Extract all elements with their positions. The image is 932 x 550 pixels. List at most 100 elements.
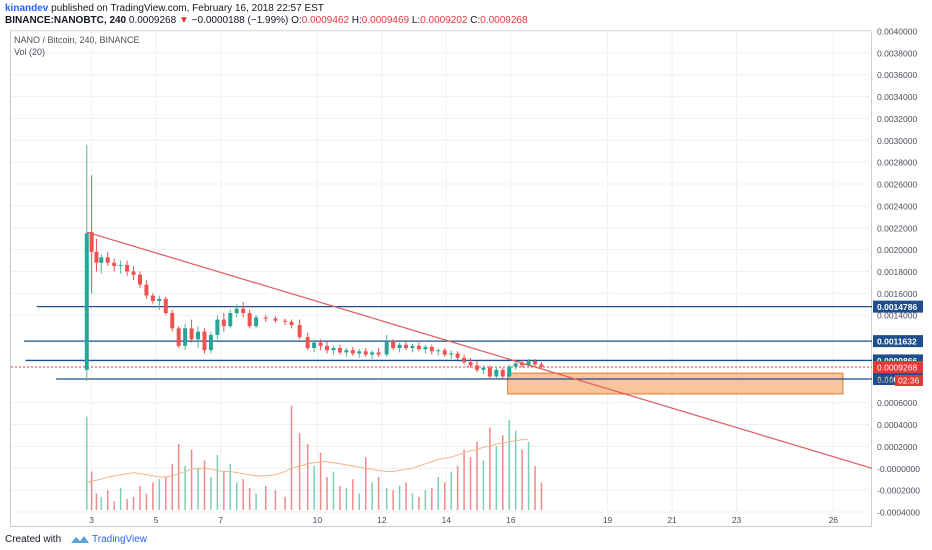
candle-body	[170, 313, 175, 329]
volume-bar	[203, 460, 206, 510]
candle-body	[481, 367, 486, 370]
volume-bar	[431, 488, 433, 510]
candle-body	[507, 366, 512, 377]
candle-body	[318, 342, 323, 346]
candle-body	[442, 350, 447, 355]
chart-title: NANO / Bitcoin, 240, BINANCE	[14, 35, 140, 45]
candle-body	[500, 369, 505, 377]
candle-body	[423, 346, 428, 350]
volume-bar	[113, 501, 115, 510]
y-tick-label: -0.0004000	[877, 508, 920, 518]
volume-bar	[165, 477, 167, 510]
candle-body	[84, 233, 89, 370]
candle-body	[189, 328, 194, 340]
y-tick-label: 0.0036000	[877, 70, 917, 80]
x-tick-label: 21	[667, 515, 677, 525]
candle-body	[254, 317, 259, 327]
volume-bar	[385, 488, 388, 510]
volume-bar	[418, 496, 420, 510]
publish-info: kinandev published on TradingView.com, F…	[5, 3, 324, 14]
candle-body	[376, 352, 381, 355]
y-tick-label: 0.0038000	[877, 48, 917, 58]
volume-bar	[352, 479, 354, 510]
volume-bar	[534, 466, 536, 510]
candle-body	[468, 362, 473, 366]
volume-bar	[521, 449, 523, 510]
volume-bar	[345, 488, 348, 510]
tradingview-link[interactable]: TradingView	[92, 534, 148, 545]
volume-bar	[456, 466, 459, 510]
candle-body	[263, 317, 268, 319]
candle-body	[397, 344, 402, 349]
candle-body	[183, 328, 188, 346]
volume-bar	[171, 463, 173, 510]
y-tick-label: 0.0014000	[877, 311, 917, 321]
open-value: 0.0009462	[301, 15, 350, 26]
support-zone[interactable]	[507, 372, 844, 395]
volume-bar	[358, 493, 361, 510]
y-tick-label: 0.0022000	[877, 223, 917, 233]
countdown-price-label: 0.00	[877, 374, 894, 384]
candle-body	[526, 361, 531, 366]
x-tick-label: 16	[506, 515, 516, 525]
low-label: L:	[409, 15, 421, 26]
volume-bar	[424, 490, 427, 510]
volume-bar	[126, 499, 128, 510]
volume-bar	[290, 405, 293, 510]
y-tick-label: 0.0030000	[877, 136, 917, 146]
volume-bar	[476, 441, 478, 510]
trendline[interactable]	[86, 231, 873, 469]
price-chart[interactable]: 0.0040000 0.0038000 0.0036000 0.0034000 0.00…	[0, 0, 932, 530]
volume-bar	[319, 452, 322, 510]
x-tick-label: 19	[603, 515, 613, 525]
x-tick-label: 10	[313, 515, 323, 525]
candle-body	[325, 345, 330, 351]
candle-body	[455, 353, 460, 358]
last-price-tag	[873, 360, 923, 373]
author-link[interactable]: kinandev	[5, 3, 49, 14]
candle-body	[533, 361, 538, 365]
candle-body	[363, 351, 368, 355]
candle-body	[125, 264, 130, 272]
volume-bar	[177, 444, 180, 510]
volume-bar	[216, 455, 219, 510]
y-tick-label: 0.0020000	[877, 245, 917, 255]
candle-body	[494, 369, 499, 377]
countdown-tag	[895, 374, 923, 386]
volume-bar	[274, 490, 277, 510]
countdown-time: 02:36	[898, 375, 920, 385]
y-tick-label: 0.0018000	[877, 267, 917, 277]
high-label: H:	[349, 15, 362, 26]
level-price-label: 0.0011632	[877, 337, 917, 347]
volume-bar	[265, 485, 267, 510]
y-tick-label: -0.0000000	[877, 464, 920, 474]
volume-bar	[248, 488, 251, 510]
published-text: published on TradingView.com, February 1…	[48, 3, 324, 14]
level-price-tag	[873, 300, 923, 313]
level-price-label: 0.0009866	[877, 356, 917, 366]
volume-bar	[364, 457, 367, 510]
candle-body	[105, 257, 110, 263]
candle-body	[462, 357, 467, 363]
y-tick-label: 0.0026000	[877, 180, 917, 190]
candle-body	[410, 345, 415, 349]
candle-body	[247, 313, 252, 327]
candle-body	[289, 321, 294, 326]
quote-line: BINANCE:NANOBTC, 240 0.0009268 ▼ −0.0000…	[5, 15, 528, 26]
x-tick-label: 23	[732, 515, 742, 525]
candle-body	[449, 353, 454, 355]
candle-body	[157, 298, 162, 302]
volume-bar	[298, 433, 301, 510]
down-arrow-icon: ▼	[178, 15, 189, 26]
candle-body	[283, 320, 288, 322]
candle-body	[131, 271, 136, 275]
candle-body	[520, 363, 525, 366]
candle-body	[94, 251, 99, 263]
candle-body	[163, 298, 168, 314]
y-tick-label: 0.0032000	[877, 114, 917, 124]
volume-bar	[197, 468, 199, 510]
candle-body	[118, 264, 123, 267]
footer: Created with TradingView	[0, 530, 932, 550]
volume-bar	[235, 482, 238, 510]
candle-body	[357, 351, 362, 354]
